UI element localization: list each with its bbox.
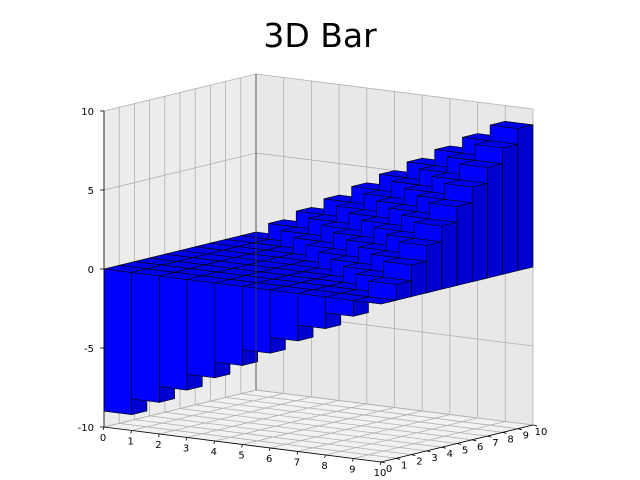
grid-line-y-floor xyxy=(225,397,503,433)
grid-line-y-floor xyxy=(179,408,458,444)
bar-top-face xyxy=(444,179,488,188)
x-tick-mark xyxy=(185,437,188,441)
bar-side-face xyxy=(502,143,519,275)
x-tick-mark xyxy=(268,447,271,452)
y-tick-label: 7 xyxy=(492,438,498,449)
grid-line-y-floor xyxy=(210,400,488,437)
z-tick-label: 0 xyxy=(88,265,94,276)
bar-top-face xyxy=(368,276,412,285)
grid-line-z-left xyxy=(103,152,257,191)
x-tick-label: 0 xyxy=(100,433,106,444)
y-tick-label: 8 xyxy=(507,434,513,445)
bar-front-face xyxy=(131,272,160,403)
grid-line-z-back xyxy=(255,389,534,426)
y-tick-label: 5 xyxy=(462,446,468,457)
bar-top-face xyxy=(414,218,458,227)
bar-front-face xyxy=(269,289,299,342)
bar-side-face xyxy=(471,182,488,283)
bar-top-face xyxy=(353,296,397,305)
y-tick-mark xyxy=(396,457,401,460)
bar-side-face xyxy=(517,124,534,272)
y-tick-label: 0 xyxy=(386,464,392,475)
y-tick-label: 9 xyxy=(523,431,529,442)
x-tick-mark xyxy=(324,454,326,459)
grid-line-x-floor xyxy=(297,414,450,452)
x-tick-label: 10 xyxy=(374,468,387,479)
y-tick-mark xyxy=(411,454,416,456)
x-tick-label: 3 xyxy=(183,444,189,455)
bar-side-face xyxy=(487,163,503,279)
bar-front-face xyxy=(186,279,216,379)
z-tick-label: -5 xyxy=(84,344,94,355)
x-tick-label: 5 xyxy=(238,451,244,462)
bar-top-face xyxy=(459,159,503,168)
y-tick-mark xyxy=(487,435,492,438)
grid-line-z-left xyxy=(103,389,257,428)
bar-top-face xyxy=(398,237,442,246)
y-tick-mark xyxy=(517,428,522,431)
x-tick-mark xyxy=(130,430,133,434)
bar-top-face xyxy=(429,198,473,207)
bar-front-face xyxy=(159,275,188,391)
y-tick-mark xyxy=(456,443,462,445)
bar-front-face xyxy=(214,282,243,366)
x-tick-label: 1 xyxy=(128,437,134,448)
grid-line-x-floor xyxy=(270,410,423,449)
grid-line-z-left xyxy=(103,73,257,112)
y-tick-label: 3 xyxy=(431,453,437,464)
grid-line-x-floor xyxy=(353,421,506,459)
y-tick-mark xyxy=(426,450,431,453)
x-tick-label: 6 xyxy=(266,454,272,465)
x-tick-mark xyxy=(296,451,299,455)
grid-line-y-floor xyxy=(240,393,518,430)
x-tick-label: 8 xyxy=(321,461,327,472)
chart-title: 3D Bar xyxy=(263,16,377,55)
bar-front-face xyxy=(297,293,326,329)
x-tick-label: 2 xyxy=(155,440,161,451)
x-tick-label: 7 xyxy=(294,458,300,469)
bars-group xyxy=(103,120,534,416)
x-tick-mark xyxy=(241,444,243,448)
bar xyxy=(368,276,412,301)
y-tick-mark xyxy=(441,446,446,449)
z-tick-label: 5 xyxy=(88,186,94,197)
x-tick-mark xyxy=(158,433,160,438)
y-tick-mark xyxy=(532,424,538,427)
y-tick-mark xyxy=(502,432,507,434)
grid-line-x-floor xyxy=(325,417,478,456)
z-tick-label: -10 xyxy=(78,423,94,434)
x-tick-mark xyxy=(351,458,354,462)
x-tick-mark xyxy=(379,461,382,466)
y-tick-mark xyxy=(472,439,477,442)
y-tick-label: 4 xyxy=(447,449,453,460)
bar-side-face xyxy=(456,202,473,286)
bar-top-face xyxy=(474,140,518,149)
y-tick-mark xyxy=(380,461,386,464)
bar-side-face xyxy=(441,221,458,290)
bar-top-face xyxy=(383,257,427,266)
x-tick-label: 9 xyxy=(349,465,355,476)
grid-line-y-floor xyxy=(195,404,473,441)
x-tick-mark xyxy=(213,440,216,445)
y-tick-label: 2 xyxy=(416,457,422,468)
bar-side-face xyxy=(411,260,427,297)
grid-line-z-back xyxy=(255,73,534,110)
x-tick-label: 4 xyxy=(211,447,217,458)
z-tick-label: 10 xyxy=(81,107,94,118)
x-tick-mark xyxy=(102,426,105,431)
y-tick-label: 1 xyxy=(401,460,407,471)
bar-top-face xyxy=(490,120,534,129)
bar xyxy=(353,296,397,305)
y-tick-label: 6 xyxy=(477,442,483,453)
bar-side-face xyxy=(426,241,443,294)
y-tick-label: 10 xyxy=(535,427,548,438)
bar-front-face xyxy=(103,268,132,416)
bar xyxy=(325,292,369,317)
